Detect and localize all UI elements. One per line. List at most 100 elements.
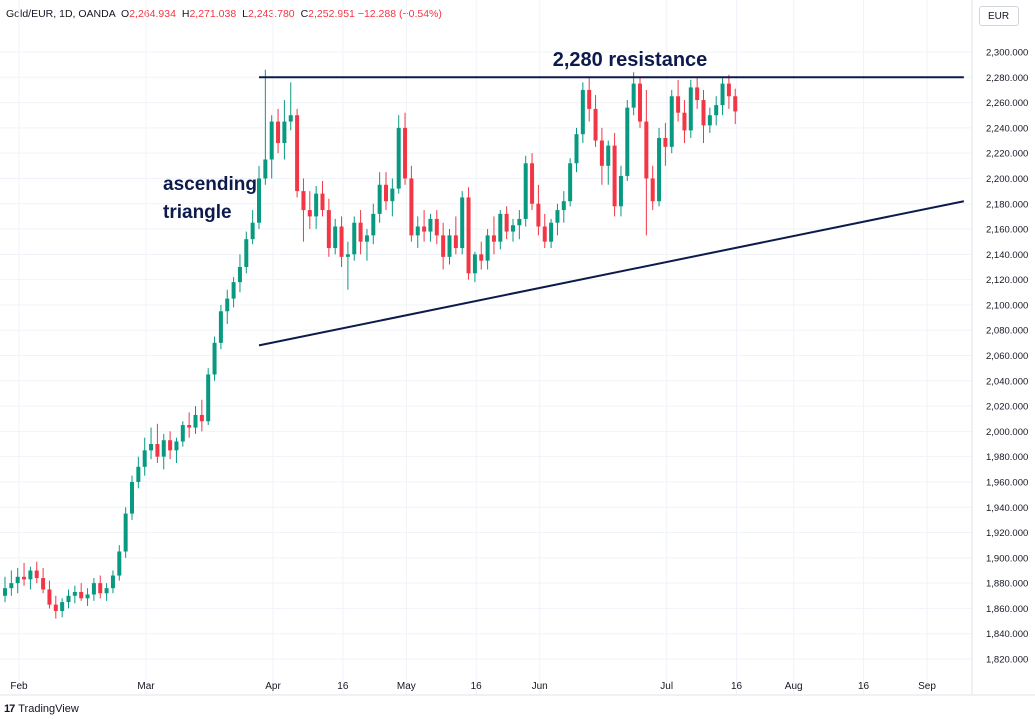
candle-body-down: [726, 83, 731, 97]
candle-body-up: [110, 575, 115, 589]
candle-body-down: [320, 193, 325, 211]
candle-body-up: [231, 282, 236, 299]
candle-body-up: [174, 441, 179, 451]
price-tick-label: 2,200.000: [986, 174, 1028, 185]
candle-body-up: [149, 444, 154, 451]
time-axis[interactable]: Feb Mar Apr 16 May 16 Jun Jul 16 Aug 16 Sep: [10, 681, 936, 692]
candle-body-down: [682, 112, 687, 131]
price-tick-label: 1,900.000: [986, 553, 1028, 564]
triangle-label-line2: triangle: [163, 202, 232, 223]
candle-body-up: [263, 159, 268, 179]
candle-body-down: [695, 87, 700, 101]
candle-body-up: [472, 254, 477, 274]
candle-body-up: [377, 184, 382, 214]
candle-body-up: [428, 218, 433, 232]
open-value: 2,264.934: [129, 8, 176, 20]
candle-body-up: [218, 311, 223, 343]
price-tick-label: 1,820.000: [986, 655, 1028, 666]
candle-body-down: [612, 145, 617, 207]
candle-body-up: [193, 414, 198, 428]
candle-body-up: [549, 222, 554, 242]
candle-body-up: [631, 83, 636, 108]
price-tick-label: 1,840.000: [986, 629, 1028, 640]
candle-body-up: [352, 222, 357, 255]
candle-body-up: [314, 193, 319, 217]
candle-body-down: [22, 576, 27, 580]
price-tick-label: 2,220.000: [986, 149, 1028, 160]
candle-body-down: [599, 140, 604, 166]
candle-body-up: [574, 134, 579, 164]
time-tick-label: 16: [471, 681, 483, 692]
candle-body-down: [593, 108, 598, 141]
price-tick-label: 2,120.000: [986, 275, 1028, 286]
candle-body-down: [276, 121, 281, 144]
high-label: H: [181, 8, 190, 20]
candle-body-up: [720, 83, 725, 106]
candle-body-up: [72, 591, 77, 596]
candle-body-up: [511, 225, 515, 232]
candle-body-down: [187, 425, 192, 428]
candle-body-up: [415, 226, 420, 236]
time-tick-label: Jun: [532, 681, 548, 692]
candle-body-down: [339, 226, 344, 257]
candle-body-up: [60, 602, 65, 611]
candle-body-up: [333, 226, 338, 249]
support-trendline: [258, 200, 965, 347]
candle-body-up: [123, 513, 128, 552]
currency-button[interactable]: EUR: [979, 6, 1019, 26]
candle-body-up: [561, 201, 566, 211]
candle-body-up: [390, 188, 395, 202]
candle-body-up: [568, 163, 573, 202]
candle-body-up: [396, 127, 401, 189]
candle-body-down: [47, 589, 52, 605]
candle-body-down: [504, 213, 509, 232]
candle-body-up: [523, 163, 528, 219]
candle-body-up: [498, 213, 503, 242]
candle-body-up: [288, 115, 293, 122]
candle-body-up: [485, 235, 490, 261]
candle-body-up: [447, 235, 452, 257]
candle-body-up: [28, 570, 33, 580]
candle-body-down: [79, 591, 84, 599]
candle-body-up: [364, 235, 369, 242]
price-tick-label: 1,960.000: [986, 477, 1028, 488]
open-label: O: [121, 8, 130, 20]
candle-body-up: [625, 107, 630, 176]
candle-body-down: [199, 414, 204, 422]
candle-body-up: [257, 178, 261, 223]
tradingview-brand[interactable]: 17 TradingView: [4, 703, 79, 715]
price-axis[interactable]: 1,820.000 1,840.000 1,860.000 1,880.000 1,90…: [986, 48, 1028, 666]
candle-body-down: [733, 96, 738, 112]
symbol-label[interactable]: Gold/EUR, 1D, OANDA: [6, 8, 116, 20]
price-tick-label: 1,980.000: [986, 452, 1028, 463]
candle-body-up: [206, 374, 211, 422]
price-tick-label: 1,860.000: [986, 604, 1028, 615]
candle-body-up: [269, 121, 274, 160]
candle-body-down: [650, 178, 655, 202]
price-tick-label: 2,260.000: [986, 98, 1028, 109]
price-tick-label: 2,300.000: [986, 48, 1028, 59]
candle-body-down: [644, 121, 649, 179]
change-value: −12.288 (−0.54%): [357, 8, 442, 20]
candle-body-down: [466, 197, 471, 274]
candle-body-down: [479, 254, 484, 261]
candle-body-down: [701, 100, 706, 126]
time-tick-label: Apr: [265, 681, 281, 692]
price-tick-label: 2,240.000: [986, 123, 1028, 134]
candle-body-up: [180, 425, 185, 442]
candle-body-up: [212, 342, 217, 375]
low-label: L: [242, 8, 248, 20]
candle-body-up: [161, 440, 166, 457]
candle-body-up: [136, 466, 141, 482]
candle-body-down: [34, 570, 39, 579]
price-tick-label: 1,880.000: [986, 579, 1028, 590]
price-tick-label: 2,100.000: [986, 300, 1028, 311]
candle-body-down: [403, 127, 408, 179]
candle-body-up: [688, 87, 693, 131]
candle-body-down: [542, 226, 547, 242]
candle-body-down: [453, 235, 458, 249]
candle-body-down: [409, 178, 414, 236]
candle-body-up: [282, 121, 287, 144]
time-tick-label: Feb: [10, 681, 28, 692]
